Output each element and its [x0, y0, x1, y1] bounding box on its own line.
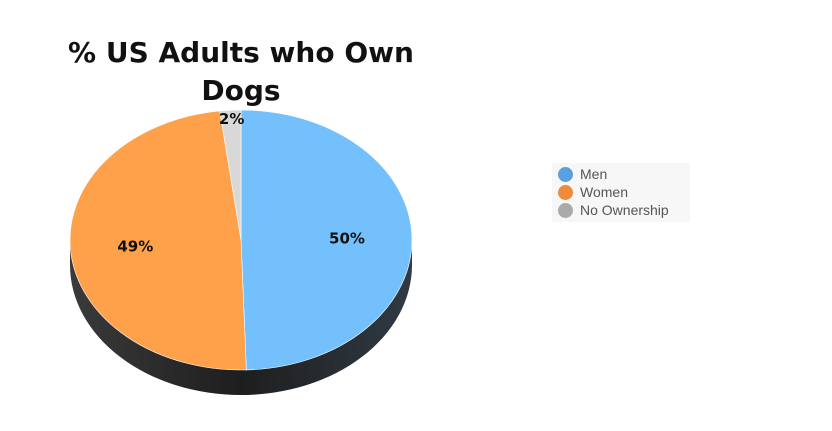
- pie-depth: [70, 240, 412, 395]
- chart-title: % US Adults who Own Dogs: [68, 36, 414, 107]
- legend-item-women[interactable]: Women: [558, 183, 690, 201]
- legend-label: Women: [580, 184, 628, 200]
- slice-label-men: 50%: [329, 230, 365, 248]
- legend-label: Men: [580, 166, 608, 182]
- pie-slice-women[interactable]: [69, 110, 247, 371]
- slice-label-no-ownership: 2%: [219, 110, 244, 128]
- legend-swatch: [558, 202, 573, 218]
- pie-slice-men[interactable]: [240, 109, 413, 371]
- pie-slice-no-ownership[interactable]: [219, 109, 242, 241]
- slice-label-women: 49%: [117, 237, 153, 255]
- legend-item-no-ownership[interactable]: No Ownership: [558, 201, 690, 219]
- legend-swatch: [558, 166, 573, 182]
- pie-layer: 50% 49% 2%: [69, 109, 413, 395]
- legend: Men Women No Ownership: [552, 163, 690, 222]
- legend-item-men[interactable]: Men: [558, 165, 690, 183]
- legend-label: No Ownership: [580, 202, 669, 218]
- legend-swatch: [558, 184, 573, 200]
